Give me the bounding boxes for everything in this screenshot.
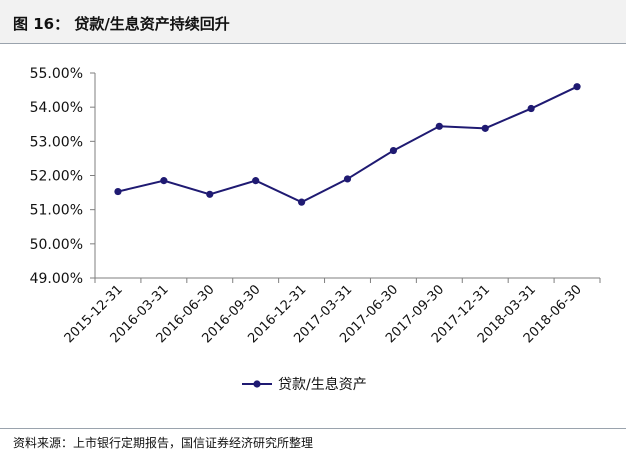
data-point xyxy=(389,146,398,155)
y-tick-label: 51.00% xyxy=(30,203,83,219)
legend-swatch-marker xyxy=(253,380,261,388)
data-point xyxy=(527,104,535,113)
y-tick-label: 54.00% xyxy=(30,100,83,116)
y-tick-label: 50.00% xyxy=(30,237,83,253)
figure-header: 图 16： 贷款/生息资产持续回升 xyxy=(0,0,626,44)
y-axis: 49.00% 50.00% 51.00% 52.00% 53.00% 54.00% 55.0… xyxy=(30,66,96,287)
data-point xyxy=(573,83,581,91)
legend-label: 贷款/生息资产 xyxy=(278,376,367,393)
data-point xyxy=(252,177,260,185)
figure-title: 图 16： 贷款/生息资产持续回升 xyxy=(13,15,230,33)
data-point xyxy=(114,187,122,196)
data-point xyxy=(435,122,443,130)
y-tick-label: 49.00% xyxy=(30,271,83,287)
loan-ratio-line-chart: 49.00% 50.00% 51.00% 52.00% 53.00% 54.00% 55.0… xyxy=(30,66,601,393)
data-point xyxy=(343,175,352,183)
y-tick-label: 55.00% xyxy=(30,66,83,82)
y-tick-label: 53.00% xyxy=(30,134,83,150)
x-axis: 2015-12-312016-03-312016-06-302016-09-30… xyxy=(62,277,601,346)
data-point xyxy=(297,198,306,206)
data-point xyxy=(206,190,214,198)
data-point xyxy=(481,124,489,132)
source-note: 资料来源：上市银行定期报告，国信证券经济研究所整理 xyxy=(13,436,314,450)
data-point xyxy=(160,177,168,185)
y-tick-label: 52.00% xyxy=(30,169,83,185)
source-divider xyxy=(0,428,626,429)
chart-legend: 贷款/生息资产 xyxy=(242,376,367,393)
series-loan-ratio xyxy=(114,83,581,206)
series-line xyxy=(117,85,578,204)
